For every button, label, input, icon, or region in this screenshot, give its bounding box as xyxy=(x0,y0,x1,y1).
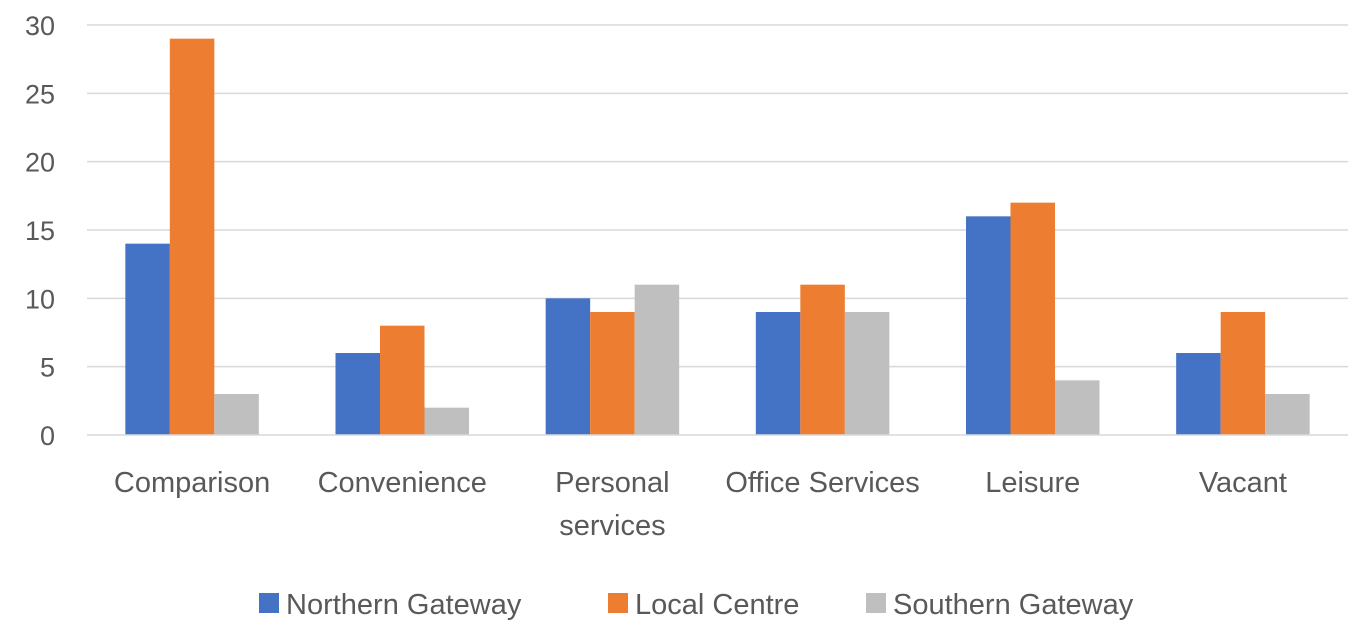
bar-southern-gateway xyxy=(634,284,680,435)
bar-southern-gateway xyxy=(844,312,890,435)
bar-local-centre xyxy=(800,284,845,435)
legend-swatch xyxy=(608,593,628,613)
x-axis-categories: Comparison Convenience Personal services Off… xyxy=(114,467,1287,542)
gridlines xyxy=(87,24,1348,368)
y-tick-label: 0 xyxy=(40,421,55,451)
bar-northern-gateway xyxy=(755,312,801,435)
x-category-label: Comparison xyxy=(114,467,270,499)
y-axis-ticks: 0 5 10 15 20 25 30 xyxy=(25,11,55,451)
legend-label: Local Centre xyxy=(635,589,799,620)
y-tick-label: 5 xyxy=(40,353,55,383)
x-category-label: Convenience xyxy=(318,467,487,499)
legend-swatch xyxy=(259,593,279,613)
y-tick-label: 25 xyxy=(25,79,55,109)
legend-label: Southern Gateway xyxy=(893,589,1134,620)
bar-northern-gateway xyxy=(1176,353,1221,435)
x-category-label: Leisure xyxy=(985,467,1080,499)
bar-southern-gateway xyxy=(214,394,259,435)
bar-northern-gateway xyxy=(966,216,1011,435)
bar-northern-gateway xyxy=(125,243,170,435)
x-category-label: Office Services xyxy=(725,467,919,499)
bar-northern-gateway xyxy=(545,298,591,435)
bar-local-centre xyxy=(1220,312,1266,435)
y-tick-label: 15 xyxy=(25,216,55,246)
x-category-label: Vacant xyxy=(1199,467,1287,499)
legend-swatch xyxy=(866,593,886,613)
y-tick-label: 10 xyxy=(25,284,55,314)
x-category-label: services xyxy=(559,510,665,542)
legend-label: Northern Gateway xyxy=(286,589,522,620)
bar-southern-gateway xyxy=(1265,394,1310,435)
bar-local-centre xyxy=(1010,202,1055,435)
bar-local-centre xyxy=(169,38,215,436)
bar-local-centre xyxy=(590,312,635,435)
y-tick-label: 30 xyxy=(25,11,55,41)
x-category-label: Personal xyxy=(555,467,669,499)
y-tick-label: 20 xyxy=(25,148,55,178)
bar-southern-gateway xyxy=(1055,380,1100,435)
bar-southern-gateway xyxy=(424,407,469,435)
bar-northern-gateway xyxy=(335,353,380,435)
bar-local-centre xyxy=(380,325,425,435)
legend: Northern Gateway Local Centre Southern Gat… xyxy=(259,589,1134,621)
bars xyxy=(125,38,1310,436)
